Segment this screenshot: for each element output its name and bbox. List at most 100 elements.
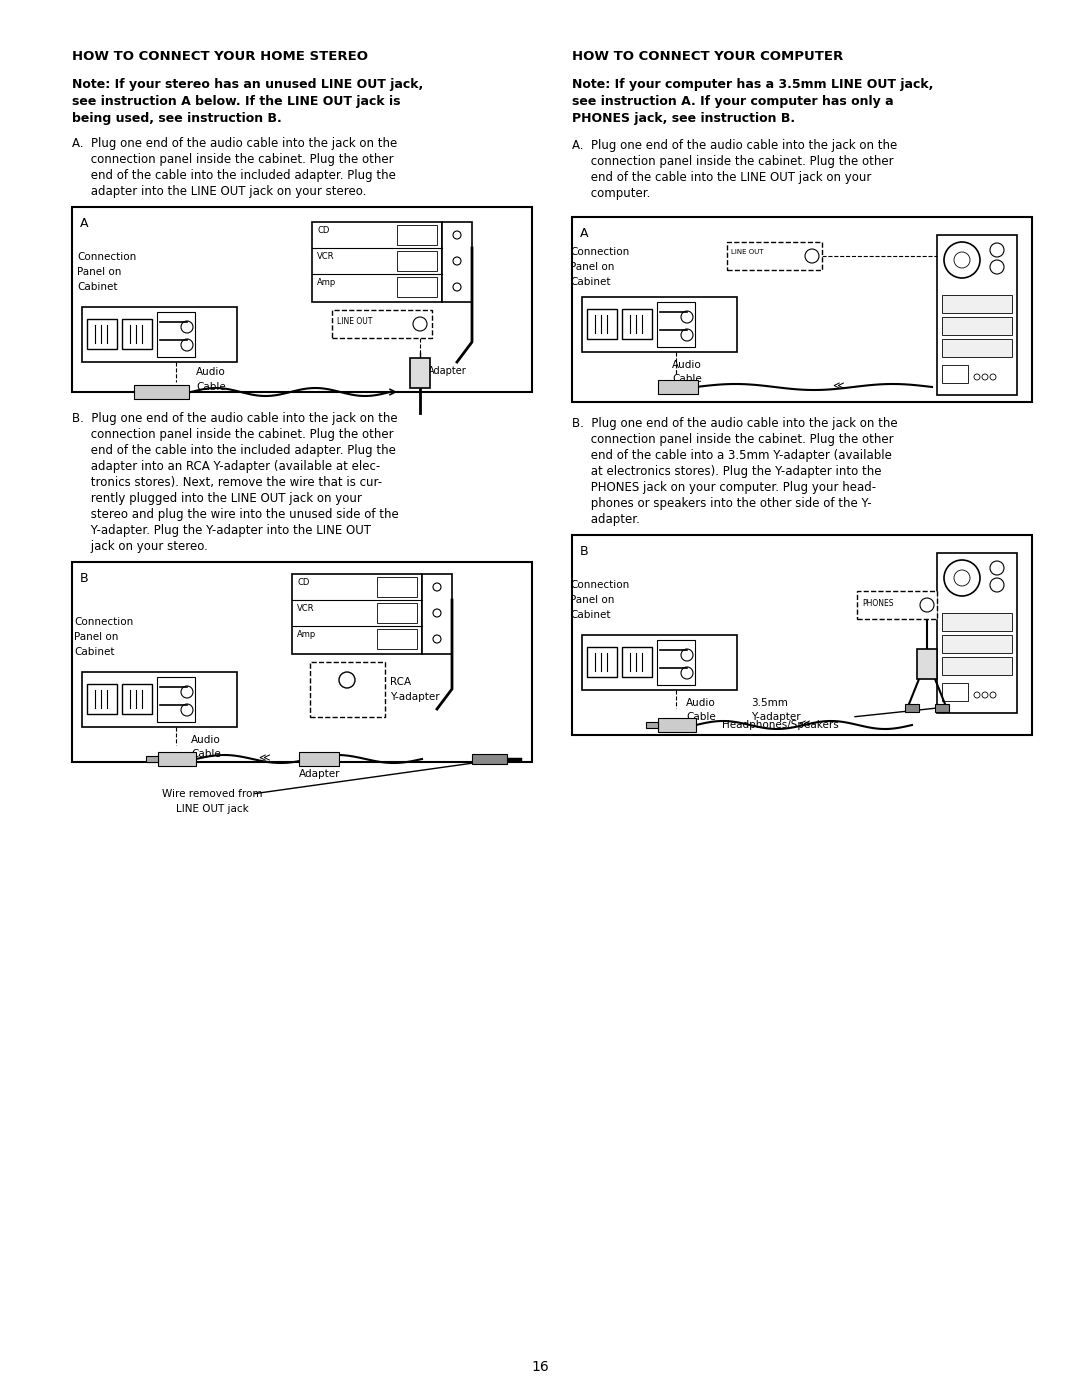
Text: Connection: Connection bbox=[570, 247, 630, 257]
Bar bbox=[157, 312, 195, 358]
Bar bbox=[727, 242, 822, 270]
Text: PHONES jack, see instruction B.: PHONES jack, see instruction B. bbox=[572, 112, 795, 124]
Text: Headphones/Speakers: Headphones/Speakers bbox=[723, 719, 839, 731]
Bar bbox=[858, 591, 937, 619]
Text: jack on your stereo.: jack on your stereo. bbox=[72, 541, 207, 553]
Bar bbox=[622, 647, 652, 678]
Text: Cable: Cable bbox=[195, 381, 226, 393]
Text: tronics stores). Next, remove the wire that is cur-: tronics stores). Next, remove the wire t… bbox=[72, 476, 382, 489]
Text: Panel on: Panel on bbox=[77, 267, 121, 277]
Bar bbox=[82, 307, 237, 362]
Text: being used, see instruction B.: being used, see instruction B. bbox=[72, 112, 282, 124]
Text: A: A bbox=[580, 226, 589, 240]
Text: connection panel inside the cabinet. Plug the other: connection panel inside the cabinet. Plu… bbox=[572, 433, 893, 446]
Bar bbox=[588, 647, 617, 678]
Bar bbox=[397, 277, 437, 298]
Text: Audio: Audio bbox=[686, 698, 716, 708]
Text: Panel on: Panel on bbox=[570, 595, 615, 605]
Text: adapter.: adapter. bbox=[572, 513, 639, 527]
Text: 16: 16 bbox=[531, 1361, 549, 1375]
Bar bbox=[146, 756, 158, 761]
Text: HOW TO CONNECT YOUR COMPUTER: HOW TO CONNECT YOUR COMPUTER bbox=[572, 50, 843, 63]
Text: Y-adapter: Y-adapter bbox=[751, 712, 800, 722]
Bar bbox=[582, 636, 737, 690]
Bar bbox=[87, 685, 117, 714]
Bar bbox=[472, 754, 507, 764]
Text: see instruction A below. If the LINE OUT jack is: see instruction A below. If the LINE OUT… bbox=[72, 95, 401, 108]
Text: stereo and plug the wire into the unused side of the: stereo and plug the wire into the unused… bbox=[72, 509, 399, 521]
Text: CD: CD bbox=[297, 578, 309, 587]
Text: Cabinet: Cabinet bbox=[570, 610, 610, 620]
Text: Cabinet: Cabinet bbox=[570, 277, 610, 286]
Text: Amp: Amp bbox=[297, 630, 316, 638]
Text: RCA: RCA bbox=[390, 678, 411, 687]
Text: Audio: Audio bbox=[191, 735, 220, 745]
Bar bbox=[377, 629, 417, 650]
Text: LINE OUT: LINE OUT bbox=[337, 317, 373, 326]
Text: connection panel inside the cabinet. Plug the other: connection panel inside the cabinet. Plu… bbox=[72, 427, 393, 441]
Text: end of the cable into the LINE OUT jack on your: end of the cable into the LINE OUT jack … bbox=[572, 170, 872, 184]
Bar bbox=[942, 317, 1012, 335]
Bar bbox=[657, 640, 696, 685]
Bar bbox=[87, 319, 117, 349]
Text: PHONES: PHONES bbox=[862, 599, 893, 608]
Bar bbox=[82, 672, 237, 726]
Text: Audio: Audio bbox=[195, 367, 226, 377]
Bar bbox=[588, 309, 617, 339]
Text: A: A bbox=[80, 217, 89, 231]
Text: LINE OUT: LINE OUT bbox=[731, 249, 764, 256]
Text: ≪: ≪ bbox=[798, 719, 810, 729]
Bar bbox=[442, 222, 472, 302]
Bar bbox=[312, 222, 442, 302]
Text: adapter into the LINE OUT jack on your stereo.: adapter into the LINE OUT jack on your s… bbox=[72, 184, 366, 198]
Bar bbox=[646, 722, 658, 728]
Text: CD: CD bbox=[318, 226, 329, 235]
Text: A.  Plug one end of the audio cable into the jack on the: A. Plug one end of the audio cable into … bbox=[572, 138, 897, 152]
Bar bbox=[397, 225, 437, 244]
Bar bbox=[72, 562, 532, 761]
Text: Note: If your computer has a 3.5mm LINE OUT jack,: Note: If your computer has a 3.5mm LINE … bbox=[572, 78, 933, 91]
Bar bbox=[658, 718, 696, 732]
Text: at electronics stores). Plug the Y-adapter into the: at electronics stores). Plug the Y-adapt… bbox=[572, 465, 881, 478]
Text: B.  Plug one end of the audio cable into the jack on the: B. Plug one end of the audio cable into … bbox=[572, 416, 897, 430]
Text: phones or speakers into the other side of the Y-: phones or speakers into the other side o… bbox=[572, 497, 872, 510]
Text: Connection: Connection bbox=[77, 251, 136, 263]
Bar bbox=[572, 535, 1032, 735]
Bar bbox=[377, 604, 417, 623]
Bar bbox=[122, 685, 152, 714]
Text: Adapter: Adapter bbox=[299, 768, 340, 780]
Bar bbox=[292, 574, 422, 654]
Bar bbox=[942, 613, 1012, 631]
Bar bbox=[134, 386, 189, 400]
Text: Y-adapter: Y-adapter bbox=[390, 692, 440, 703]
Bar bbox=[299, 752, 339, 766]
Text: Adapter: Adapter bbox=[428, 366, 467, 376]
Text: Y-adapter. Plug the Y-adapter into the LINE OUT: Y-adapter. Plug the Y-adapter into the L… bbox=[72, 524, 372, 536]
Bar bbox=[377, 577, 417, 597]
Bar bbox=[942, 295, 1012, 313]
Text: Note: If your stereo has an unused LINE OUT jack,: Note: If your stereo has an unused LINE … bbox=[72, 78, 423, 91]
Text: Connection: Connection bbox=[75, 617, 133, 627]
Text: B.  Plug one end of the audio cable into the jack on the: B. Plug one end of the audio cable into … bbox=[72, 412, 397, 425]
Text: connection panel inside the cabinet. Plug the other: connection panel inside the cabinet. Plu… bbox=[572, 155, 893, 168]
Bar bbox=[935, 704, 949, 712]
Bar bbox=[917, 650, 937, 679]
Bar bbox=[410, 358, 430, 388]
Text: adapter into an RCA Y-adapter (available at elec-: adapter into an RCA Y-adapter (available… bbox=[72, 460, 380, 474]
Bar bbox=[942, 657, 1012, 675]
Bar bbox=[582, 298, 737, 352]
Text: LINE OUT jack: LINE OUT jack bbox=[176, 805, 248, 814]
Bar bbox=[942, 683, 968, 701]
Bar bbox=[905, 704, 919, 712]
Text: Cabinet: Cabinet bbox=[77, 282, 118, 292]
Bar bbox=[158, 752, 195, 766]
Text: Cable: Cable bbox=[686, 712, 716, 722]
Bar bbox=[332, 310, 432, 338]
Bar bbox=[658, 380, 698, 394]
Text: Cable: Cable bbox=[191, 749, 220, 759]
Text: see instruction A. If your computer has only a: see instruction A. If your computer has … bbox=[572, 95, 893, 108]
Text: 3.5mm: 3.5mm bbox=[751, 698, 788, 708]
Text: VCR: VCR bbox=[318, 251, 335, 261]
Text: Panel on: Panel on bbox=[75, 631, 119, 643]
Bar bbox=[942, 636, 1012, 652]
